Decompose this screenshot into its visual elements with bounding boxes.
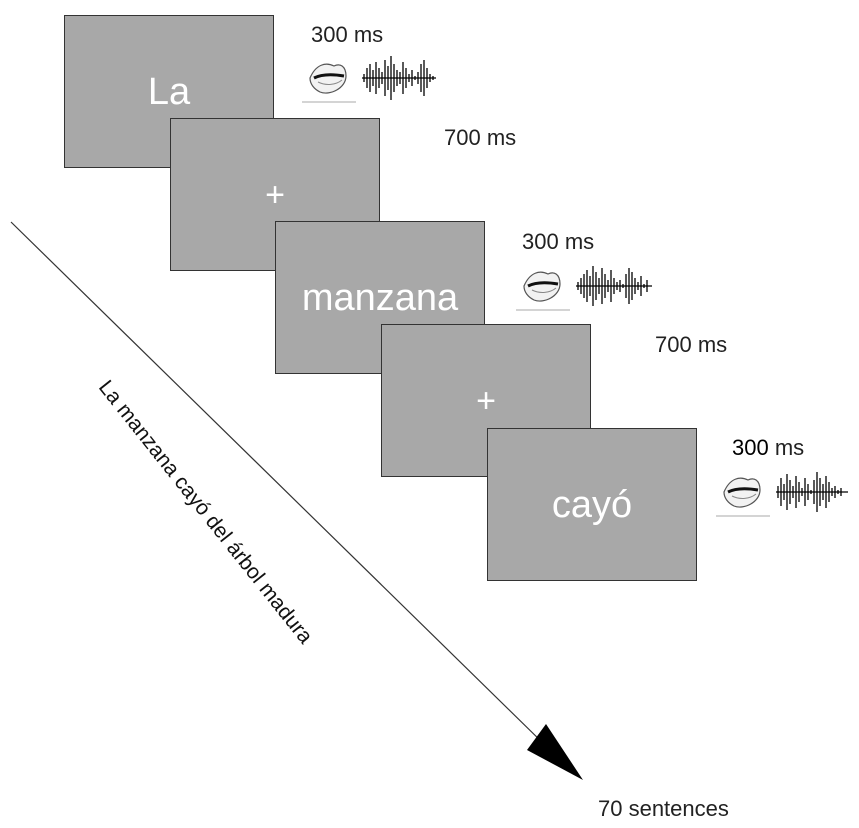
audiovisual-icon-group-2 — [516, 266, 652, 311]
sentence-count-label: 70 sentences — [598, 796, 729, 821]
frame-word: manzana — [301, 276, 459, 319]
lips-icon — [716, 477, 770, 517]
fixation-cross: + — [265, 175, 285, 214]
duration-label-audio-3: 300 ms — [732, 435, 804, 461]
duration-label-audio-1: 300 ms — [311, 22, 384, 47]
stimulus-frame-word-3: cayó — [487, 428, 697, 581]
audiovisual-icon-group-1 — [302, 56, 436, 103]
duration-unit: ms — [768, 435, 805, 460]
duration-label-audio-2: 300 ms — [522, 229, 595, 254]
waveform-icon — [576, 266, 652, 306]
frame-word: La — [147, 70, 191, 113]
duration-label-gap-1: 700 ms — [444, 125, 517, 150]
duration-label-gap-2: 700 ms — [655, 332, 728, 357]
duration-number: 300 — [732, 435, 769, 460]
lips-icon — [302, 63, 356, 103]
audiovisual-icon-group-3 — [716, 472, 848, 517]
fixation-cross: + — [476, 381, 496, 420]
lips-icon — [516, 271, 570, 311]
waveform-icon — [776, 472, 848, 512]
frame-word: cayó — [551, 483, 633, 526]
waveform-icon — [362, 56, 436, 100]
